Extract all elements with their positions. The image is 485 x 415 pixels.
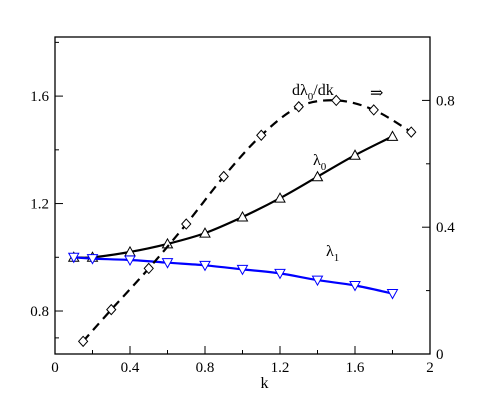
data-point-marker [106, 303, 117, 316]
y-right-tick-label: 0 [436, 347, 444, 363]
x-axis-label: k [261, 375, 269, 392]
series-label-dlambda0-dk: dλ0/dk [292, 82, 334, 103]
data-point-marker [161, 258, 174, 269]
data-point-marker [124, 255, 136, 267]
label-deriv-sub: 0 [308, 91, 314, 103]
y-left-tick-label: 1.2 [30, 197, 49, 213]
label-deriv-d: dλ [292, 82, 308, 99]
data-point-marker [143, 262, 154, 275]
x-tick-label: 0.8 [196, 360, 215, 376]
data-point-marker [199, 227, 211, 238]
series-line [73, 256, 393, 295]
data-point-marker [218, 170, 229, 183]
data-point-marker [386, 130, 399, 141]
x-tick-label: 2 [426, 360, 434, 376]
labels-layer: k dλ0/dk ⇒ λ0 λ1 [261, 82, 384, 392]
x-tick-label: 0 [51, 360, 59, 376]
data-point-marker [349, 280, 361, 292]
label-l0-sub: 0 [321, 161, 327, 173]
y-right-tick-label: 0.8 [436, 93, 455, 109]
x-tick-label: 1.6 [346, 360, 365, 376]
series-2 [77, 94, 417, 348]
data-point-marker [274, 268, 286, 280]
axis-ticks: 0 0.4 0.8 1.2 1.6 2 0.8 1.2 1.6 0 0.4 0.8 [30, 36, 455, 376]
x-tick-label: 1.2 [271, 360, 290, 376]
y-right-tick-label: 0.4 [436, 220, 455, 236]
data-point-marker [293, 100, 304, 113]
series-layer [67, 94, 417, 348]
data-point-marker [386, 289, 399, 300]
label-l1-sub: 1 [334, 252, 340, 264]
data-point-marker [274, 192, 286, 203]
data-point-marker [199, 260, 211, 272]
data-point-marker [86, 254, 99, 265]
label-deriv-rest: /dk [313, 82, 333, 99]
series-label-lambda0: λ0 [313, 152, 327, 173]
series-1 [67, 252, 399, 300]
data-point-marker [406, 126, 417, 138]
data-point-marker [311, 170, 324, 182]
label-l0-main: λ [313, 152, 321, 169]
data-point-marker [77, 335, 89, 348]
data-point-marker [349, 149, 361, 160]
data-point-marker [331, 94, 342, 107]
series-0 [67, 130, 399, 262]
series-label-lambda1: λ1 [326, 243, 339, 264]
series-line [73, 135, 393, 259]
right-axis-arrow: ⇒ [370, 85, 383, 102]
label-l1-main: λ [326, 243, 334, 260]
data-point-marker [368, 104, 379, 116]
data-point-marker [181, 218, 192, 230]
data-point-marker [311, 275, 324, 287]
series-line [82, 99, 412, 343]
data-point-marker [256, 129, 267, 142]
y-left-tick-label: 1.6 [30, 89, 49, 105]
x-tick-label: 0.4 [121, 360, 140, 376]
data-point-marker [236, 210, 249, 222]
data-point-marker [67, 252, 80, 264]
data-point-marker [236, 264, 249, 276]
y-left-tick-label: 0.8 [30, 304, 49, 320]
